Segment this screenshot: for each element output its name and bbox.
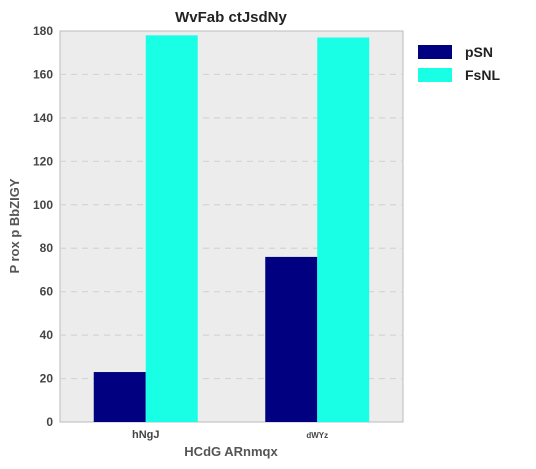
y-tick-label: 120 <box>33 154 53 168</box>
bar-pSN-dWYz <box>265 256 318 422</box>
y-tick-label: 80 <box>40 241 54 255</box>
y-axis-label: P rox p BbZIGY <box>7 178 22 273</box>
x-tick-label: hNgJ <box>132 429 160 441</box>
x-tick-label: dWYz <box>306 431 328 440</box>
chart-title: WvFab ctJsdNy <box>175 9 287 26</box>
x-axis-ticks: hNgJ dWYz <box>132 429 328 441</box>
x-axis-label: HCdG ARnmqx <box>184 444 278 459</box>
y-tick-label: 60 <box>40 285 54 299</box>
y-tick-label: 140 <box>33 111 53 125</box>
bar-pSN-hNgJ <box>93 372 146 422</box>
bar-FsNL-dWYz <box>317 37 370 423</box>
y-tick-label: 160 <box>33 67 53 81</box>
y-tick-label: 20 <box>40 372 54 386</box>
y-tick-label: 40 <box>40 328 54 342</box>
legend-label-series-2: FsNL <box>465 67 500 83</box>
y-tick-label: 100 <box>33 198 53 212</box>
legend-label-series-1: pSN <box>465 44 493 60</box>
bar-FsNL-hNgJ <box>145 35 198 422</box>
legend: pSN FsNL <box>418 44 500 83</box>
bars <box>93 35 370 423</box>
y-axis-ticks: 0 20 40 60 80 100 120 140 160 180 <box>33 24 53 429</box>
legend-swatch-series-2 <box>418 68 452 82</box>
legend-swatch-series-1 <box>418 45 452 59</box>
y-tick-label: 0 <box>46 415 53 429</box>
y-tick-label: 180 <box>33 24 53 38</box>
